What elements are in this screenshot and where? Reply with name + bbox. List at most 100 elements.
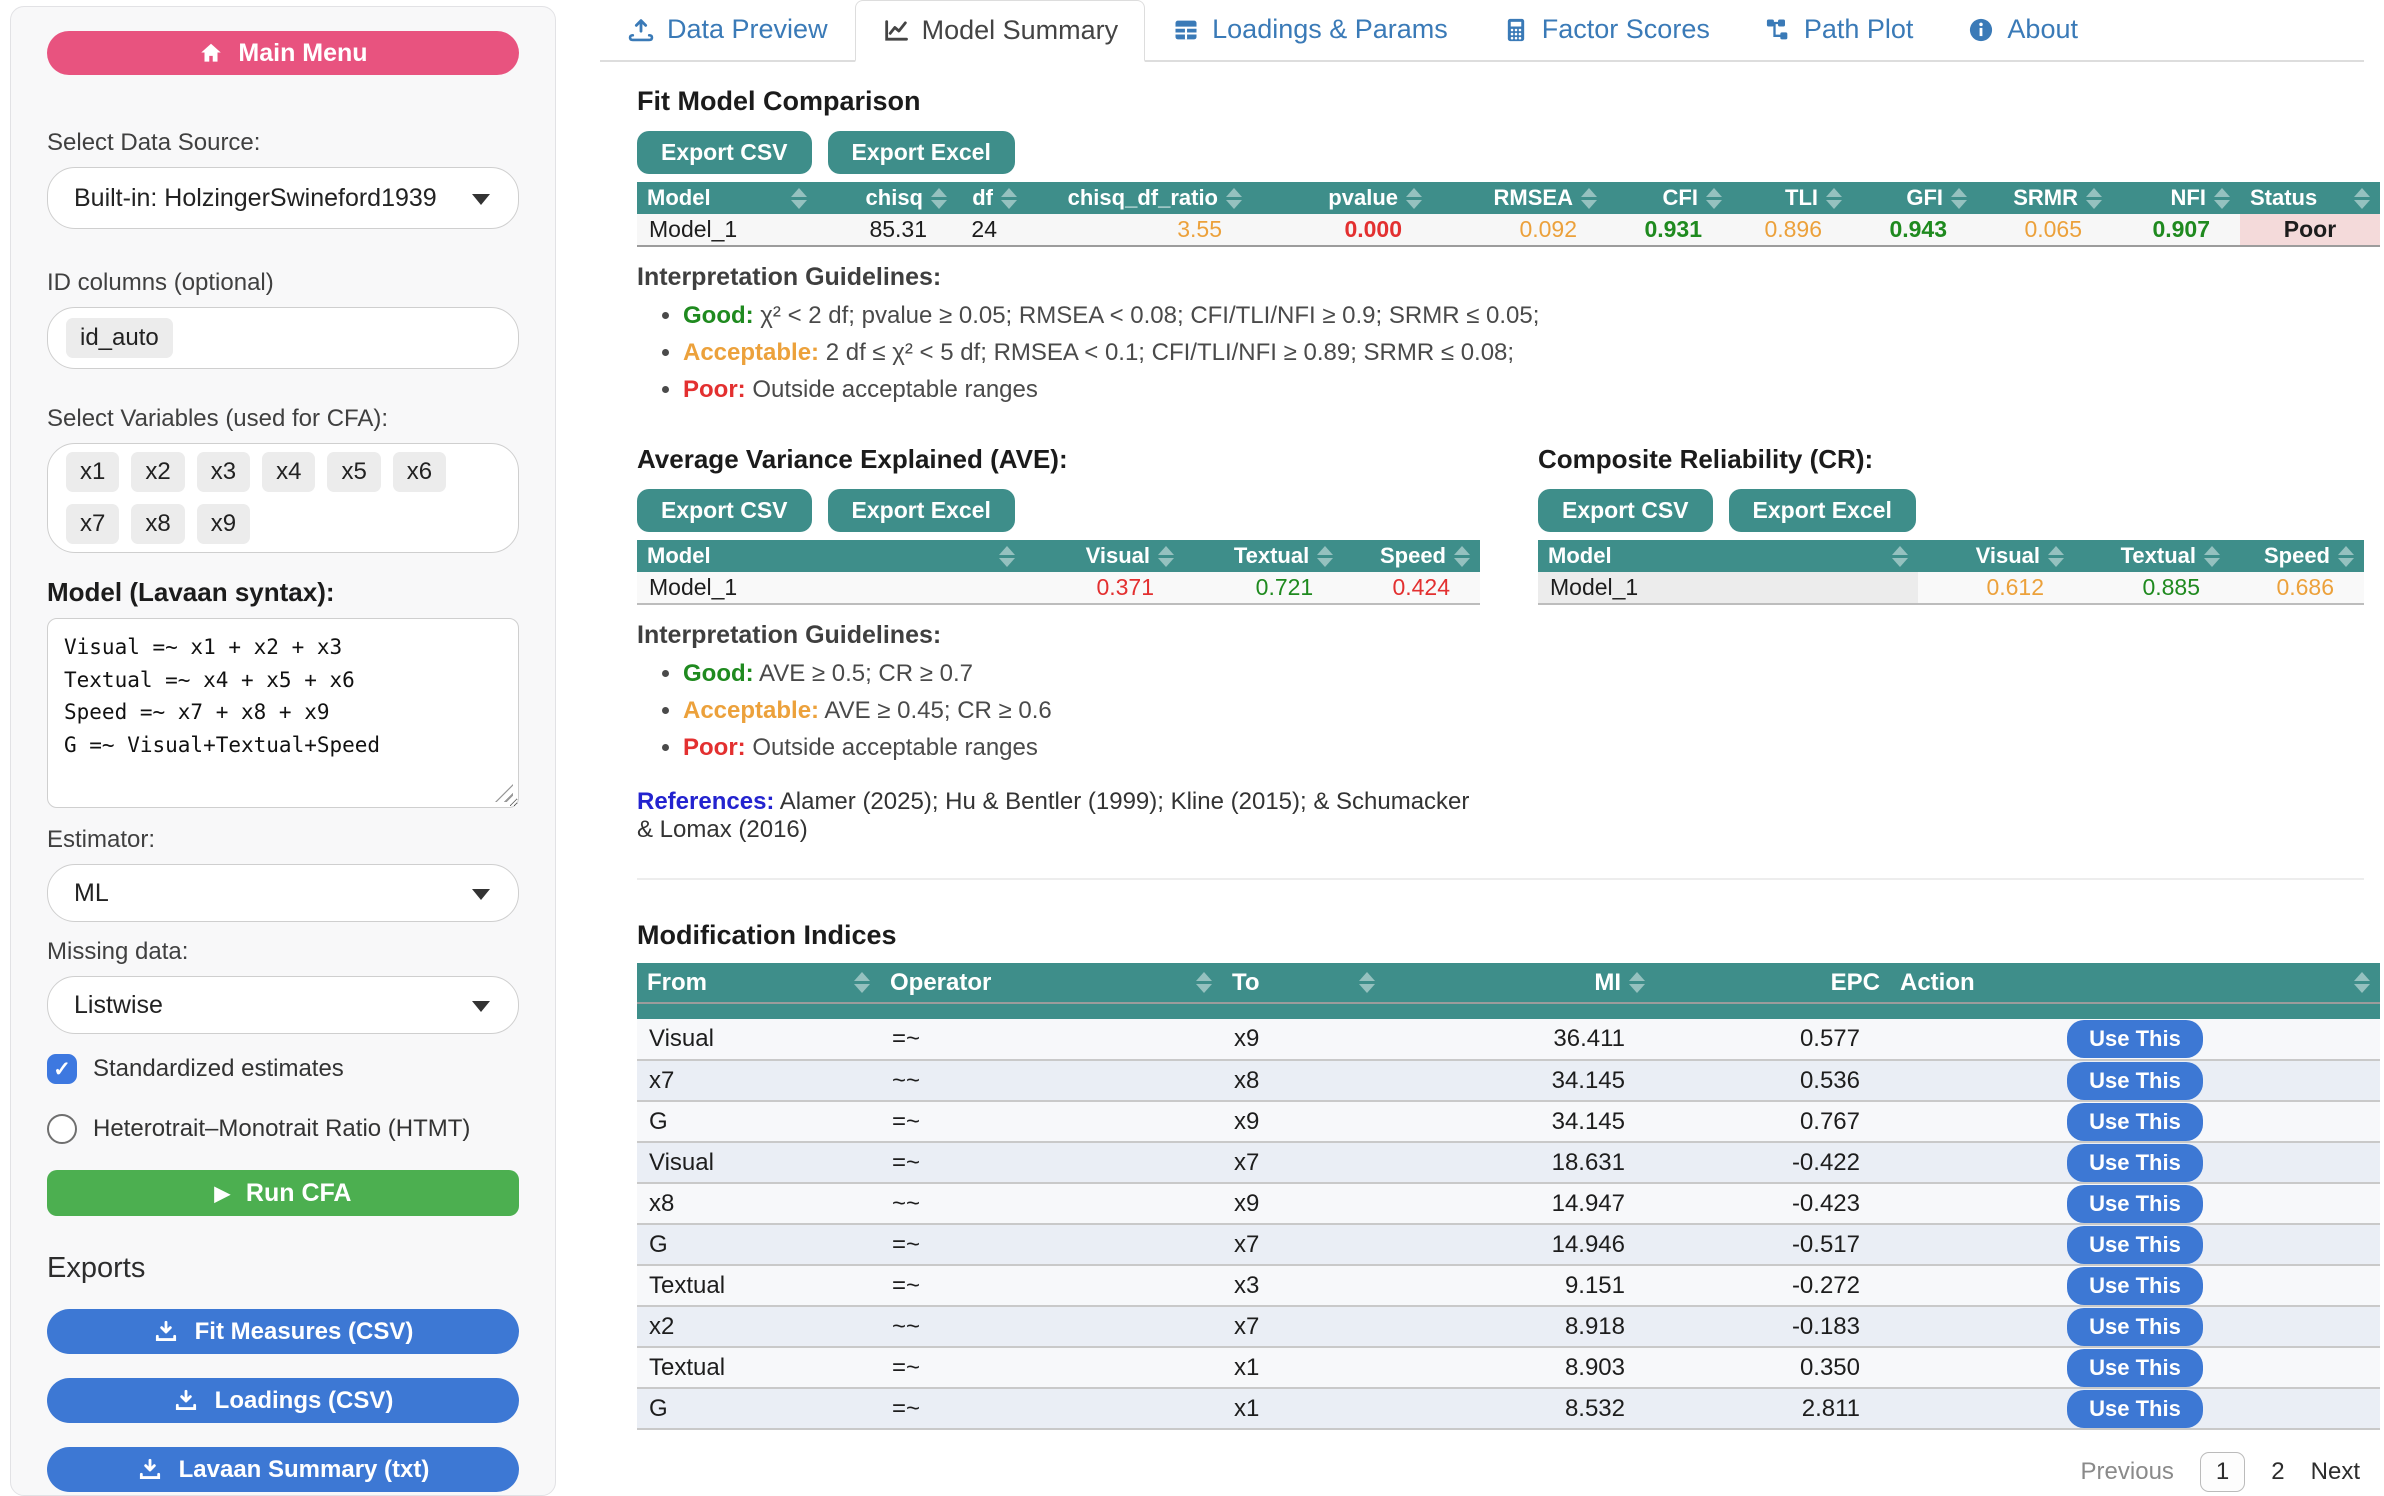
use-this-button[interactable]: Use This <box>2067 1266 2203 1305</box>
run-cfa-button[interactable]: ▶ Run CFA <box>47 1170 519 1216</box>
col-header-cfi[interactable]: CFI <box>1607 182 1732 214</box>
col-header-visual[interactable]: Visual <box>1918 540 2074 572</box>
table-row: G =~ x7 14.946 -0.517 Use This <box>637 1223 2380 1265</box>
standardized-checkbox-row[interactable]: ✓ Standardized estimates <box>47 1054 519 1084</box>
use-this-button[interactable]: Use This <box>2067 1307 2203 1346</box>
id-columns-input[interactable]: id_auto <box>47 307 519 369</box>
variable-token[interactable]: x8 <box>131 504 185 544</box>
tab-factor-scores[interactable]: Factor Scores <box>1475 0 1737 60</box>
ave-export-csv-button[interactable]: Export CSV <box>637 489 812 532</box>
estimator-select[interactable]: ML <box>47 864 519 922</box>
mi-value: 34.145 <box>1385 1059 1655 1101</box>
col-header-df[interactable]: df <box>957 182 1027 214</box>
mi-from: Visual <box>637 1141 880 1183</box>
use-this-button[interactable]: Use This <box>2067 1225 2203 1264</box>
col-header-textual[interactable]: Textual <box>2074 540 2230 572</box>
export-fit-measures-button[interactable]: Fit Measures (CSV) <box>47 1309 519 1354</box>
table-row: x2 ~~ x7 8.918 -0.183 Use This <box>637 1305 2380 1347</box>
pagination-previous[interactable]: Previous <box>2080 1458 2174 1485</box>
calculator-icon <box>1507 18 1524 41</box>
mi-epc: 0.536 <box>1655 1059 1890 1101</box>
col-header-speed[interactable]: Speed <box>1343 540 1480 572</box>
mi-to: x3 <box>1222 1264 1385 1306</box>
fit-df: 24 <box>957 214 1027 247</box>
col-header-visual[interactable]: Visual <box>1024 540 1185 572</box>
col-header-operator[interactable]: Operator <box>880 963 1222 1004</box>
id-token[interactable]: id_auto <box>66 318 173 358</box>
cr-export-csv-button[interactable]: Export CSV <box>1538 489 1713 532</box>
use-this-button[interactable]: Use This <box>2067 1389 2203 1428</box>
table-row: Model_1 85.31 24 3.55 0.000 0.092 0.931 … <box>637 214 2380 247</box>
data-source-select[interactable]: Built-in: HolzingerSwineford1939 <box>47 167 519 229</box>
table-row: Visual =~ x9 36.411 0.577 Use This <box>637 1019 2380 1060</box>
tab-data-preview[interactable]: Data Preview <box>600 0 855 60</box>
sort-icon <box>1892 545 1908 567</box>
variable-token[interactable]: x6 <box>392 452 447 492</box>
col-header-gfi[interactable]: GFI <box>1852 182 1977 214</box>
variables-input[interactable]: x1 x2 x3 x4 x5 x6 x7 x8 x9 <box>47 443 519 553</box>
col-header-action[interactable]: Action <box>1890 963 2380 1004</box>
col-header-textual[interactable]: Textual <box>1184 540 1344 572</box>
mi-from: Visual <box>637 1019 880 1060</box>
variable-token[interactable]: x3 <box>196 452 251 492</box>
tab-label: About <box>2007 14 2078 44</box>
col-header-status[interactable]: Status <box>2240 182 2380 214</box>
use-this-button[interactable]: Use This <box>2067 1143 2203 1182</box>
col-header-model[interactable]: Model <box>1538 540 1918 572</box>
use-this-button[interactable]: Use This <box>2067 1184 2203 1223</box>
tab-model-summary[interactable]: Model Summary <box>854 0 1146 62</box>
fit-model-name: Model_1 <box>637 214 817 247</box>
col-header-epc[interactable]: EPC <box>1655 963 1890 1004</box>
col-header-srmr[interactable]: SRMR <box>1977 182 2112 214</box>
pagination-next[interactable]: Next <box>2310 1458 2360 1485</box>
missing-data-value: Listwise <box>74 990 163 1019</box>
col-header-from[interactable]: From <box>637 963 880 1004</box>
export-fit-measures-label: Fit Measures (CSV) <box>194 1317 414 1345</box>
col-header-tli[interactable]: TLI <box>1732 182 1852 214</box>
tab-path-plot[interactable]: Path Plot <box>1737 0 1941 60</box>
col-header-rmsea[interactable]: RMSEA <box>1432 182 1607 214</box>
col-header-model[interactable]: Model <box>637 182 817 214</box>
col-header-chisq[interactable]: chisq <box>817 182 957 214</box>
cr-export-excel-button[interactable]: Export Excel <box>1728 489 1916 532</box>
col-header-nfi[interactable]: NFI <box>2112 182 2240 214</box>
missing-data-select[interactable]: Listwise <box>47 976 519 1034</box>
ave-export-excel-button[interactable]: Export Excel <box>827 489 1015 532</box>
fit-export-excel-button[interactable]: Export Excel <box>827 131 1015 174</box>
exports-heading: Exports <box>47 1252 146 1284</box>
main-menu-button[interactable]: Main Menu <box>47 31 519 75</box>
variable-token[interactable]: x9 <box>196 504 251 544</box>
col-header-model[interactable]: Model <box>637 540 1025 572</box>
export-lavaan-summary-button[interactable]: Lavaan Summary (txt) <box>47 1447 519 1492</box>
variable-token[interactable]: x4 <box>262 452 316 492</box>
fit-export-csv-button[interactable]: Export CSV <box>637 131 812 174</box>
mi-to: x7 <box>1222 1305 1385 1347</box>
variable-token[interactable]: x5 <box>327 452 381 492</box>
htmt-checkbox[interactable] <box>47 1114 77 1144</box>
col-header-chisq-df-ratio[interactable]: chisq_df_ratio <box>1027 182 1252 214</box>
mi-operator: =~ <box>880 1100 1222 1142</box>
col-header-to[interactable]: To <box>1222 963 1385 1004</box>
use-this-button[interactable]: Use This <box>2067 1348 2203 1387</box>
model-syntax-textarea[interactable]: Visual =~ x1 + x2 + x3 Textual =~ x4 + x… <box>47 618 519 808</box>
fit-rmsea: 0.092 <box>1432 214 1607 247</box>
htmt-checkbox-row[interactable]: Heterotrait–Monotrait Ratio (HTMT) <box>47 1114 519 1144</box>
use-this-button[interactable]: Use This <box>2067 1102 2203 1141</box>
variable-token[interactable]: x1 <box>66 452 120 492</box>
export-loadings-button[interactable]: Loadings (CSV) <box>47 1378 519 1423</box>
tab-about[interactable]: About <box>1940 0 2105 60</box>
use-this-button[interactable]: Use This <box>2067 1020 2203 1058</box>
variable-token[interactable]: x7 <box>66 504 120 544</box>
pagination-page-1[interactable]: 1 <box>2199 1452 2246 1492</box>
pagination: Previous 1 2 Next <box>637 1452 2360 1492</box>
mi-from: Textual <box>637 1346 880 1388</box>
pagination-page-2[interactable]: 2 <box>2271 1458 2285 1485</box>
col-header-pvalue[interactable]: pvalue <box>1252 182 1432 214</box>
cr-textual: 0.885 <box>2074 572 2230 605</box>
variable-token[interactable]: x2 <box>131 452 185 492</box>
standardized-checkbox[interactable]: ✓ <box>47 1054 77 1084</box>
col-header-mi[interactable]: MI <box>1385 963 1655 1004</box>
tab-loadings-params[interactable]: Loadings & Params <box>1145 0 1475 60</box>
use-this-button[interactable]: Use This <box>2067 1061 2203 1100</box>
col-header-speed[interactable]: Speed <box>2230 540 2364 572</box>
